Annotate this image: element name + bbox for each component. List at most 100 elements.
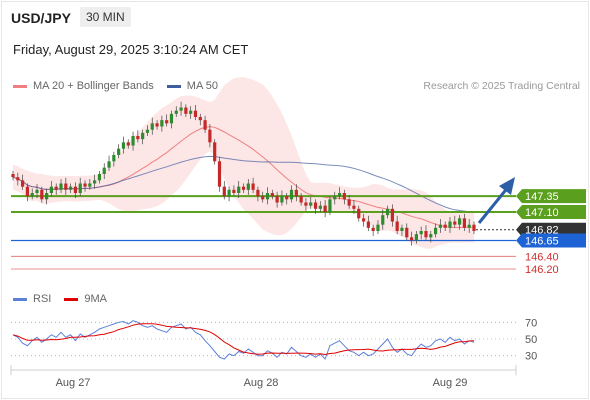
bollinger-band [13, 77, 474, 249]
candle-body [208, 129, 212, 143]
candle-body [265, 193, 270, 200]
rsi-tick-label-2: 30 [525, 351, 537, 363]
candle-body [155, 123, 159, 127]
candle-body [11, 174, 15, 178]
legend-rsi: RSI [13, 293, 51, 305]
candle-body [203, 120, 207, 130]
candle-body [88, 183, 92, 187]
candle-body [54, 186, 58, 190]
candle-body [237, 186, 241, 193]
candle-body [83, 183, 87, 187]
price-label-0: 147.35 [525, 191, 559, 203]
candle-body [462, 218, 466, 228]
symbol-title: USD/JPY [11, 10, 71, 26]
candle-body [424, 231, 428, 238]
candle-body [150, 123, 154, 130]
candle-body [419, 231, 423, 235]
candle-body [64, 183, 68, 190]
candle-body [69, 186, 73, 190]
candle-body [213, 142, 217, 162]
candle-body [73, 186, 78, 193]
candle-body [193, 110, 198, 117]
candle-body [357, 208, 361, 219]
candle-body [405, 227, 409, 238]
candle-body [141, 132, 145, 140]
candle-body [126, 142, 130, 146]
candle-body [217, 161, 222, 187]
legend-rsi-label: RSI [33, 293, 52, 305]
candle-body [16, 177, 20, 181]
candle-body [433, 227, 438, 235]
candle-body [246, 183, 250, 190]
candle-body [390, 208, 394, 222]
candle-body [145, 129, 150, 133]
legend-ma50-swatch [166, 84, 181, 88]
forecast-arrowhead [499, 177, 515, 195]
legend-ma20: MA 20 + Bollinger Bands [13, 80, 154, 92]
candle-body [366, 221, 370, 228]
candle-body [256, 189, 260, 197]
candle-body [443, 224, 447, 228]
candle-body [371, 227, 375, 231]
candle-body [222, 186, 226, 197]
x-axis-label-1: Aug 28 [244, 377, 279, 389]
candle-body [25, 186, 30, 197]
candle-body [232, 189, 236, 193]
candle-body [131, 136, 135, 146]
candle-body [270, 193, 274, 197]
candle-body [30, 193, 34, 197]
candle-body [189, 110, 193, 114]
legend-rsi-ma-label: 9MA [84, 293, 107, 305]
candle-body [241, 186, 246, 190]
price-tag-3 [516, 233, 586, 248]
legend-ma20-label: MA 20 + Bollinger Bands [33, 80, 154, 92]
candle-body [107, 161, 111, 168]
legend-ma20-swatch [13, 84, 27, 88]
candle-body [102, 167, 106, 174]
candle-body [184, 107, 188, 114]
candle-body [93, 180, 97, 184]
candle-body [429, 234, 433, 238]
chart-datetime: Friday, August 29, 2025 3:10:24 AM CET [13, 42, 249, 57]
candle-body [342, 193, 346, 200]
price-legend: MA 20 + Bollinger Bands MA 50 [13, 80, 231, 92]
candle-body [251, 183, 255, 190]
candle-body [294, 189, 298, 197]
candle-body [112, 155, 116, 162]
rsi-ma-line [12, 323, 475, 356]
candle-body [318, 205, 322, 209]
x-axis-label-2: Aug 29 [433, 377, 468, 389]
candle-body [309, 202, 313, 206]
candle-body [117, 148, 121, 155]
candle-body [323, 205, 327, 212]
price-tag-0 [516, 189, 586, 204]
candle-body [337, 193, 342, 197]
price-label-4: 146.40 [525, 251, 559, 263]
candle-body [448, 221, 452, 228]
candle-body [179, 107, 183, 111]
candle-body [261, 196, 265, 200]
candle-body [333, 196, 337, 200]
candle-body [136, 136, 140, 140]
legend-ma50: MA 50 [166, 80, 218, 92]
candle-body [198, 117, 202, 121]
candle-body [409, 237, 414, 241]
candle-body [289, 189, 294, 200]
legend-rsi-ma-swatch [64, 297, 79, 301]
candle-body [40, 189, 44, 200]
timeframe-badge[interactable]: 30 MIN [80, 7, 131, 27]
candle-body [414, 234, 418, 241]
credit-text: Research © 2025 Trading Central [423, 80, 580, 92]
price-label-3: 146.65 [525, 236, 559, 248]
candle-body [328, 199, 332, 212]
rsi-legend: RSI 9MA [13, 293, 120, 305]
candle-body [467, 224, 471, 228]
candle-body [227, 189, 231, 197]
price-label-5: 146.20 [525, 264, 559, 276]
candle-body [347, 199, 351, 206]
rsi-tick-label-0: 70 [525, 317, 537, 329]
candle-body [165, 120, 169, 124]
candle-body [299, 196, 303, 203]
candle-body [453, 221, 457, 225]
